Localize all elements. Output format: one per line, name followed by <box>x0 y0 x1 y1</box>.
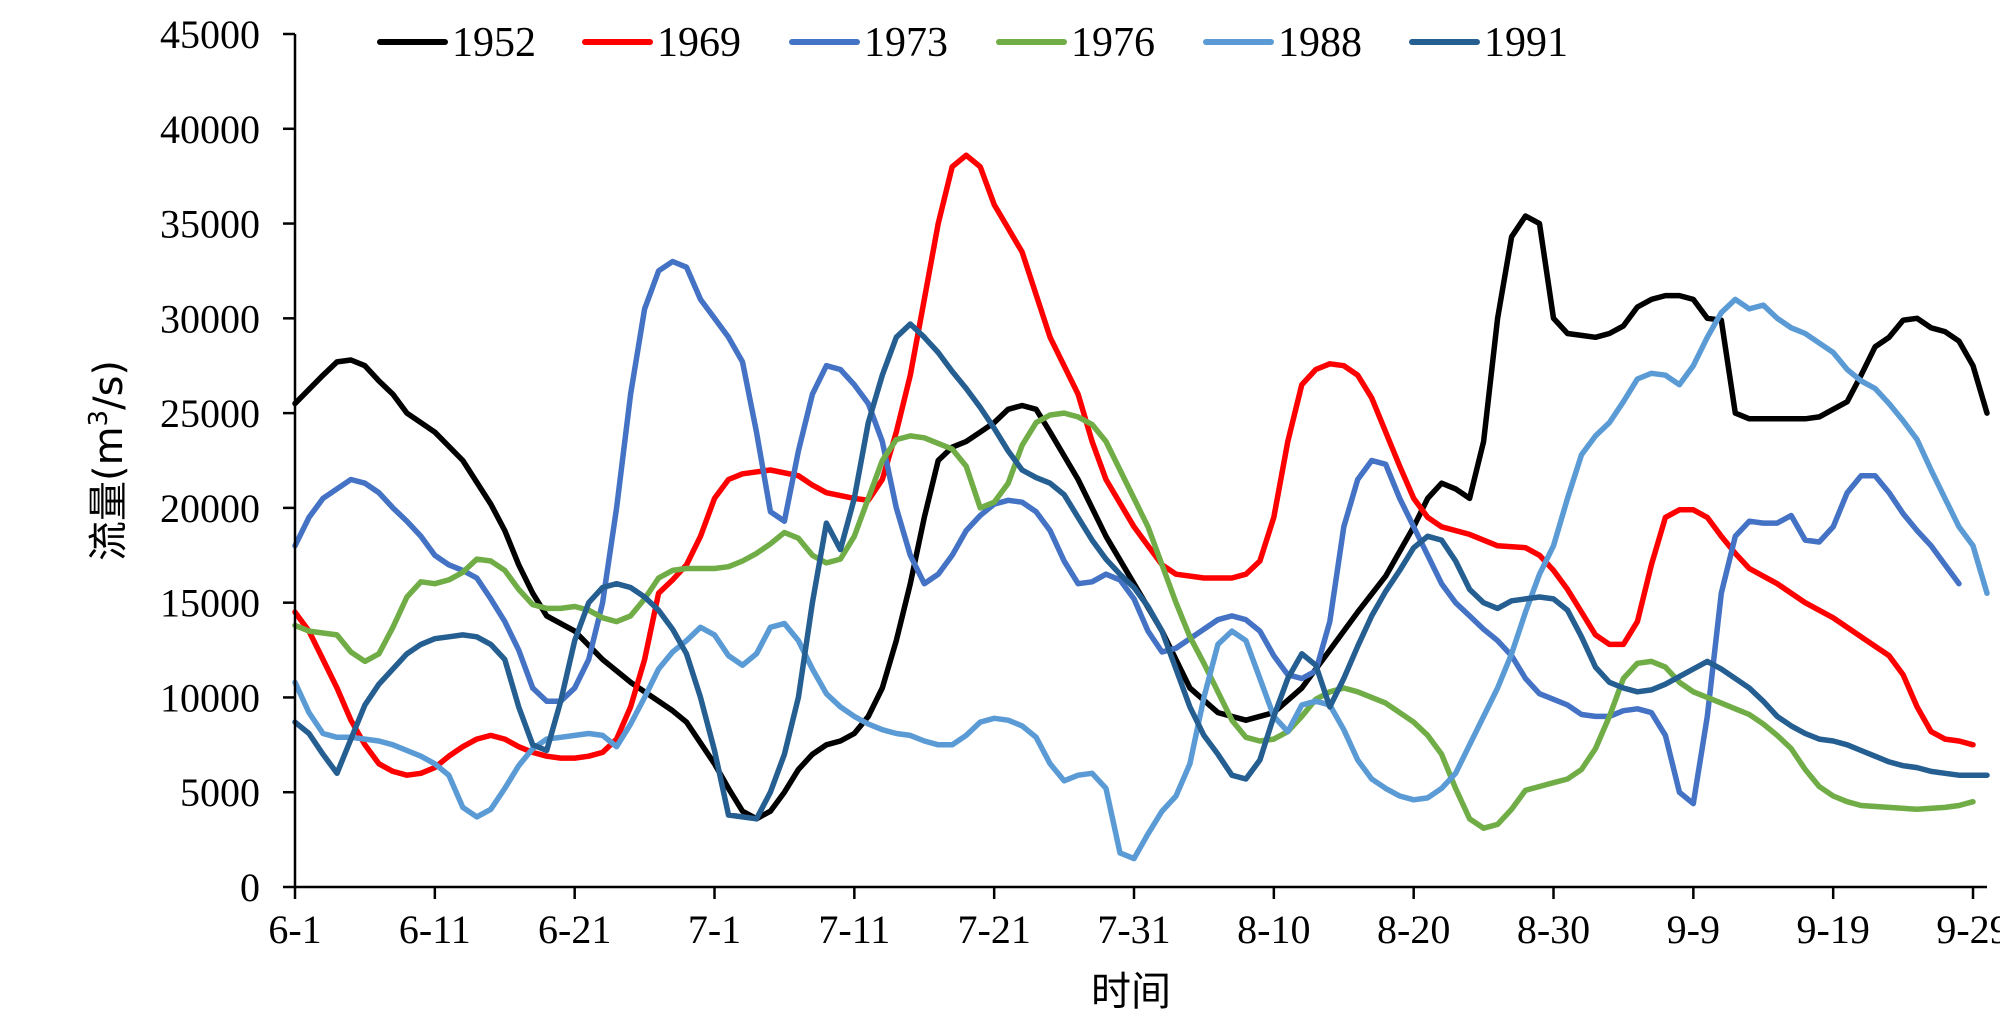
y-tick-label: 5000 <box>180 770 260 815</box>
x-ticks-group: 6-1 6-11 6-21 7-1 7-11 7-21 7-31 8-10 8-20 8-30 9-… <box>268 887 2000 952</box>
y-axis-title: 流量(m3/s) <box>84 360 132 561</box>
y-axis-title-base: 流量(m <box>86 426 132 561</box>
y-tick-label: 20000 <box>160 486 260 531</box>
x-tick-label: 7-11 <box>818 907 890 952</box>
x-axis-title: 时间 <box>1091 969 1171 1015</box>
series-line-1976 <box>292 410 1976 831</box>
x-tick-label: 9-9 <box>1667 907 1720 952</box>
legend-label-1976: 1976 <box>1071 20 1155 66</box>
x-tick-label: 6-21 <box>538 907 611 952</box>
y-tick-label: 45000 <box>160 12 260 57</box>
x-tick-label: 7-31 <box>1097 907 1170 952</box>
series-line-1991 <box>292 321 1990 822</box>
x-tick-label: 7-1 <box>688 907 741 952</box>
x-tick-label: 8-30 <box>1517 907 1590 952</box>
legend-label-1991: 1991 <box>1484 20 1568 66</box>
y-tick-label: 25000 <box>160 391 260 436</box>
legend-label-1952: 1952 <box>452 20 536 66</box>
y-tick-label: 0 <box>240 865 260 910</box>
series-line-1988 <box>292 296 1990 862</box>
y-ticks-group: 0 5000 10000 15000 20000 25000 30000 35000 40000… <box>160 12 295 910</box>
x-tick-label: 9-19 <box>1797 907 1870 952</box>
legend-label-1973: 1973 <box>864 20 948 66</box>
axes-group <box>293 34 1987 889</box>
y-axis-title-tail: /s) <box>86 360 132 410</box>
y-tick-label: 15000 <box>160 581 260 626</box>
x-tick-label: 6-1 <box>268 907 321 952</box>
x-tick-label: 6-11 <box>399 907 471 952</box>
series-line-1973 <box>292 258 1962 807</box>
legend-label-1988: 1988 <box>1278 20 1362 66</box>
series-line-1952 <box>292 213 1990 822</box>
x-tick-label: 9-29 <box>1936 907 2000 952</box>
y-tick-label: 35000 <box>160 202 260 247</box>
plot-lines-group <box>292 152 1990 862</box>
y-axis-title-sup: 3 <box>84 410 114 427</box>
series-line-1969 <box>292 152 1976 778</box>
y-tick-label: 40000 <box>160 107 260 152</box>
x-tick-label: 8-10 <box>1237 907 1310 952</box>
x-tick-label: 8-20 <box>1377 907 1450 952</box>
x-tick-label: 7-21 <box>958 907 1031 952</box>
y-tick-label: 30000 <box>160 296 260 341</box>
legend-label-1969: 1969 <box>657 20 741 66</box>
y-tick-label: 10000 <box>160 675 260 720</box>
legend: 1952 1969 1973 1976 1988 1991 <box>377 20 1568 66</box>
